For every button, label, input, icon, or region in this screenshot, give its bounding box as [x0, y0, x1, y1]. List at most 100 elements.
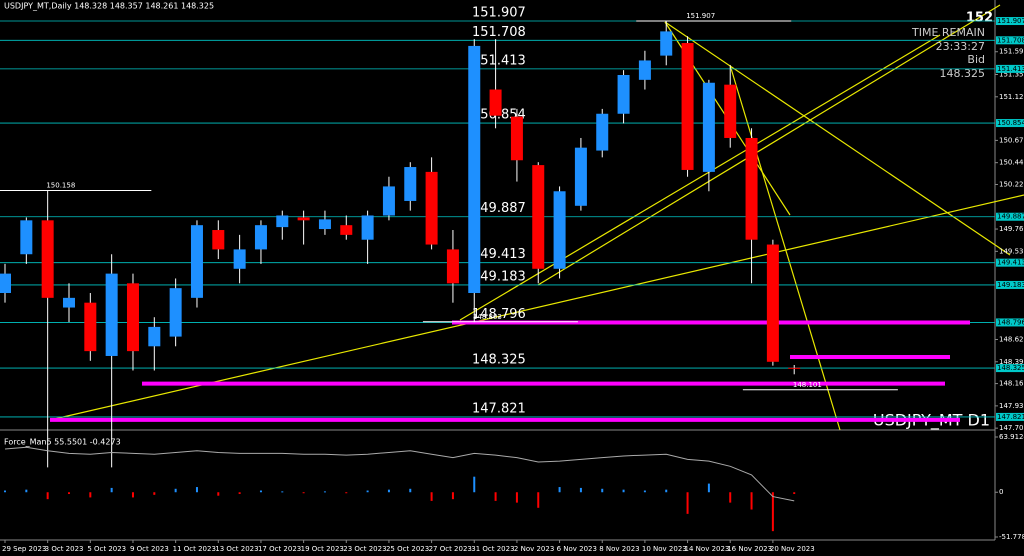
level-label: 148.325: [472, 353, 526, 368]
level-axis-box: [996, 36, 1024, 45]
candle-body: [724, 84, 737, 138]
candle-body: [702, 82, 715, 172]
y-tick-label: 151.355: [999, 71, 1024, 79]
indicator-bar: [238, 492, 241, 494]
indicator-bar: [25, 489, 28, 493]
candle-body: [617, 74, 630, 114]
level-axis-box: [996, 318, 1024, 327]
indicator-bar: [729, 492, 732, 503]
level-label: 149.183: [472, 269, 526, 284]
candle-body: [276, 215, 289, 228]
x-tick-label: 9 Oct 2023: [130, 545, 169, 553]
candle-body: [404, 167, 417, 201]
candle-body: [510, 116, 523, 161]
candle-body: [553, 191, 566, 269]
indicator-line: [4, 446, 795, 502]
x-tick-label: 17 Oct 2023: [258, 545, 301, 553]
indicator-bar: [686, 492, 689, 514]
level-axis-label: 149.413: [997, 259, 1024, 267]
candle-body: [233, 249, 246, 269]
annotation-label: 151.907: [686, 12, 715, 20]
candle-body: [318, 219, 331, 230]
candle-body: [126, 283, 139, 352]
level-axis-box: [996, 364, 1024, 373]
level-label: 147.821: [472, 401, 526, 416]
indicator-bar: [601, 488, 604, 493]
x-tick-label: 2 Nov 2023: [514, 545, 554, 553]
x-tick-label: 20 Nov 2023: [770, 545, 815, 553]
candle-body: [41, 220, 54, 298]
trendline: [537, 4, 1001, 286]
level-axis-label: 149.183: [997, 281, 1024, 289]
x-tick-label: 14 Nov 2023: [685, 545, 730, 553]
indicator-bar: [430, 492, 433, 501]
y-tick-label: 149.530: [999, 247, 1024, 255]
indicator-bar: [217, 492, 220, 496]
indicator-bar: [558, 487, 561, 493]
x-tick-label: 10 Nov 2023: [642, 545, 687, 553]
level-axis-label: 148.796: [997, 318, 1024, 326]
indicator-tick-label: 0: [999, 488, 1003, 496]
indicator-bar: [494, 492, 497, 501]
candle-body: [105, 273, 118, 356]
x-tick-label: 27 Oct 2023: [429, 545, 472, 553]
candle-body: [681, 43, 694, 170]
y-tick-label: 150.220: [999, 180, 1024, 188]
indicator-bar: [473, 476, 476, 493]
candle-body: [340, 225, 353, 235]
header: USDJPY_MT,Daily 148.328 148.357 148.261 …: [4, 2, 214, 11]
indicator-bar: [750, 492, 753, 510]
trendline: [729, 64, 841, 431]
indicator-bar: [643, 490, 646, 493]
x-tick-label: 6 Nov 2023: [557, 545, 597, 553]
x-tick-label: 19 Oct 2023: [301, 545, 344, 553]
candle-body: [148, 326, 161, 347]
level-axis-box: [996, 212, 1024, 221]
indicator-bar: [665, 489, 668, 493]
candle-body: [574, 147, 587, 206]
candle-body: [62, 297, 75, 308]
level-axis-label: 149.887: [997, 213, 1024, 221]
indicator-tick-label: -51.7789: [999, 533, 1024, 541]
candle-body: [489, 89, 502, 116]
candle-body: [425, 171, 438, 245]
indicator-bar: [515, 492, 518, 503]
indicator-bar: [46, 492, 49, 500]
y-tick-label: 151.125: [999, 93, 1024, 101]
x-tick-label: 13 Oct 2023: [215, 545, 258, 553]
candle-body: [169, 288, 182, 337]
indicator-bar: [323, 491, 326, 493]
bid-label: Bid: [967, 53, 985, 66]
y-tick-label: 147.705: [999, 424, 1024, 432]
level-axis-label: 150.854: [997, 119, 1024, 127]
x-tick-label: 8 Nov 2023: [599, 545, 639, 553]
level-axis-box: [996, 412, 1024, 421]
level-label: 151.413: [472, 53, 526, 68]
candle-body: [190, 225, 203, 298]
indicator-bar: [281, 491, 284, 493]
candle-body: [532, 165, 545, 269]
indicator-bar: [707, 483, 710, 493]
indicator-bar: [195, 487, 198, 493]
x-tick-label: 3 Oct 2023: [45, 545, 84, 553]
level-axis-box: [996, 17, 1024, 26]
level-label: 151.708: [472, 25, 526, 40]
candle-body: [596, 113, 609, 151]
candle-body: [254, 225, 267, 250]
annotation-label: 150.158: [46, 181, 75, 189]
indicator-bar: [259, 490, 262, 493]
indicator-bar: [451, 492, 454, 500]
x-tick-label: 16 Nov 2023: [727, 545, 772, 553]
level-axis-box: [996, 258, 1024, 267]
y-tick-label: 150.675: [999, 136, 1024, 144]
level-axis-label: 151.708: [997, 36, 1024, 44]
x-tick-label: 29 Sep 2023: [2, 545, 46, 553]
level-label: 148.796: [472, 307, 526, 322]
level-label: 149.887: [472, 201, 526, 216]
x-tick-label: 31 Oct 2023: [471, 545, 514, 553]
level-axis-label: 151.413: [997, 65, 1024, 73]
y-tick-label: 148.165: [999, 380, 1024, 388]
indicator-bar: [793, 492, 796, 494]
